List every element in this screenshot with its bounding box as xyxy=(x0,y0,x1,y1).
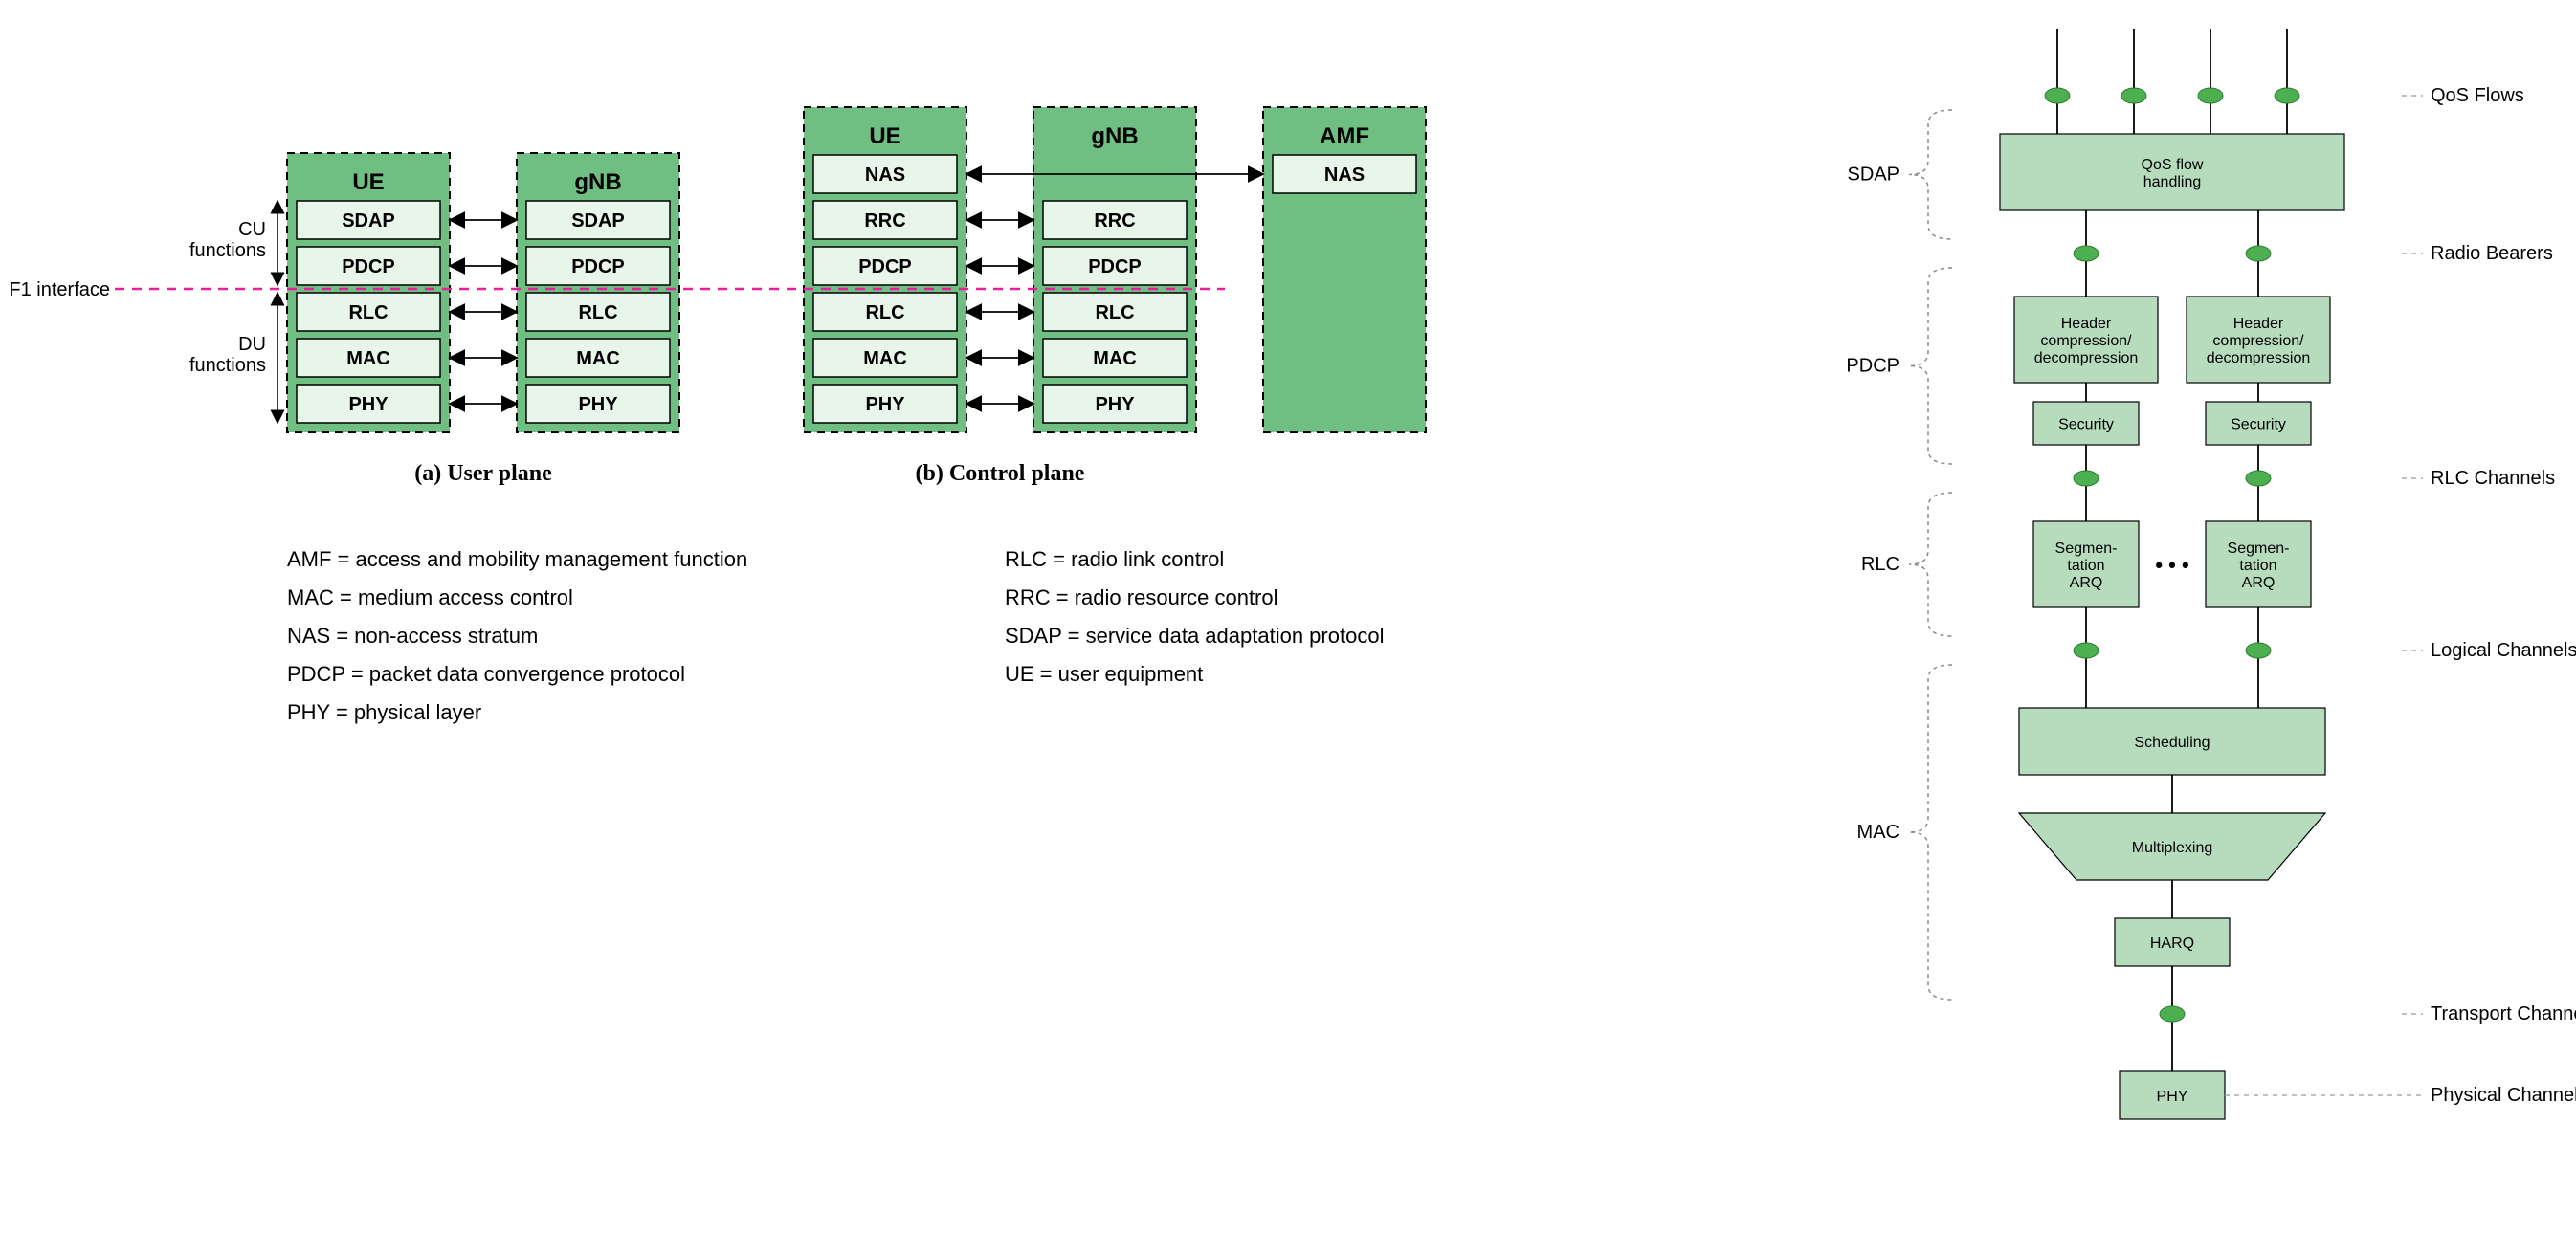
sap-oval xyxy=(2074,471,2099,486)
sap-oval xyxy=(2045,88,2070,103)
rlc-label: RLC xyxy=(1861,554,1899,575)
flow-diagram: QoS FlowsQoS flowhandlingRadio BearersHe… xyxy=(1846,29,2576,1119)
label-radio-bearers: Radio Bearers xyxy=(2431,243,2553,264)
legend-item: RLC = radio link control xyxy=(1005,547,1224,571)
svg-text:Multiplexing: Multiplexing xyxy=(2132,840,2212,856)
cu-label: CUfunctions xyxy=(189,219,266,261)
svg-text:RLC: RLC xyxy=(348,302,388,323)
sdap-label: SDAP xyxy=(1848,165,1899,186)
svg-text:PDCP: PDCP xyxy=(1088,256,1142,277)
sap-oval xyxy=(2246,643,2271,658)
svg-text:PDCP: PDCP xyxy=(342,256,395,277)
legend-item: PHY = physical layer xyxy=(287,700,481,724)
userplane-gnb-title: gNB xyxy=(574,169,621,195)
ctrlplane-ue-title: UE xyxy=(869,123,900,149)
sdap-brace xyxy=(1909,110,1952,239)
svg-text:PDCP: PDCP xyxy=(571,256,625,277)
svg-text:Security: Security xyxy=(2231,417,2286,433)
caption-user-plane: (a) User plane xyxy=(414,461,552,486)
sap-oval xyxy=(2246,246,2271,261)
mac-label: MAC xyxy=(1857,822,1899,843)
legend-item: RRC = radio resource control xyxy=(1005,585,1278,609)
pdcp-brace xyxy=(1909,268,1952,464)
pdcp-label: PDCP xyxy=(1846,356,1899,377)
svg-text:RLC: RLC xyxy=(578,302,617,323)
du-label: DUfunctions xyxy=(189,334,266,376)
label-qos-flows: QoS Flows xyxy=(2431,85,2524,106)
mac-brace xyxy=(1909,665,1952,1000)
svg-text:Security: Security xyxy=(2058,417,2114,433)
sap-oval xyxy=(2246,471,2271,486)
label-physical-channels: Physical Channels xyxy=(2431,1085,2576,1106)
svg-text:NAS: NAS xyxy=(1324,165,1365,186)
caption-control-plane: (b) Control plane xyxy=(916,461,1085,486)
svg-text:PHY: PHY xyxy=(578,394,618,415)
svg-text:MAC: MAC xyxy=(1093,348,1137,369)
legend-item: AMF = access and mobility management fun… xyxy=(287,547,747,571)
label-transport-channels: Transport Channels xyxy=(2431,1003,2576,1025)
sap-oval xyxy=(2074,643,2099,658)
sap-oval xyxy=(2198,88,2223,103)
svg-text:MAC: MAC xyxy=(346,348,390,369)
legend-item: MAC = medium access control xyxy=(287,585,573,609)
legend-item: SDAP = service data adaptation protocol xyxy=(1005,624,1384,648)
svg-text:Scheduling: Scheduling xyxy=(2134,735,2210,751)
svg-text:SDAP: SDAP xyxy=(571,210,625,231)
svg-text:PHY: PHY xyxy=(1095,394,1135,415)
sap-oval xyxy=(2074,246,2099,261)
rlc-brace xyxy=(1909,493,1952,636)
f1-label: F1 interface xyxy=(9,279,110,300)
svg-text:• • •: • • • xyxy=(2155,553,2188,577)
svg-text:AMF: AMF xyxy=(1320,123,1369,149)
svg-text:MAC: MAC xyxy=(576,348,620,369)
svg-text:RRC: RRC xyxy=(864,210,905,231)
svg-text:SDAP: SDAP xyxy=(342,210,395,231)
svg-text:HARQ: HARQ xyxy=(2150,936,2194,952)
svg-text:PDCP: PDCP xyxy=(858,256,912,277)
svg-text:QoS flowhandling: QoS flowhandling xyxy=(2142,157,2204,190)
ctrlplane-gnb-title: gNB xyxy=(1091,123,1138,149)
label-rlc-channels: RLC Channels xyxy=(2431,468,2555,489)
label-logical-channels: Logical Channels xyxy=(2431,640,2576,661)
svg-text:RLC: RLC xyxy=(865,302,904,323)
svg-text:RLC: RLC xyxy=(1095,302,1134,323)
legend-item: NAS = non-access stratum xyxy=(287,624,538,648)
legend-item: UE = user equipment xyxy=(1005,662,1203,686)
svg-text:MAC: MAC xyxy=(863,348,907,369)
svg-text:NAS: NAS xyxy=(865,165,905,186)
sap-oval xyxy=(2121,88,2146,103)
userplane-ue-title: UE xyxy=(352,169,384,195)
svg-text:RRC: RRC xyxy=(1094,210,1135,231)
svg-text:PHY: PHY xyxy=(348,394,389,415)
svg-text:PHY: PHY xyxy=(2157,1089,2188,1105)
sap-oval xyxy=(2275,88,2299,103)
sap-oval xyxy=(2160,1006,2185,1022)
legend-item: PDCP = packet data convergence protocol xyxy=(287,662,685,686)
svg-text:PHY: PHY xyxy=(865,394,905,415)
